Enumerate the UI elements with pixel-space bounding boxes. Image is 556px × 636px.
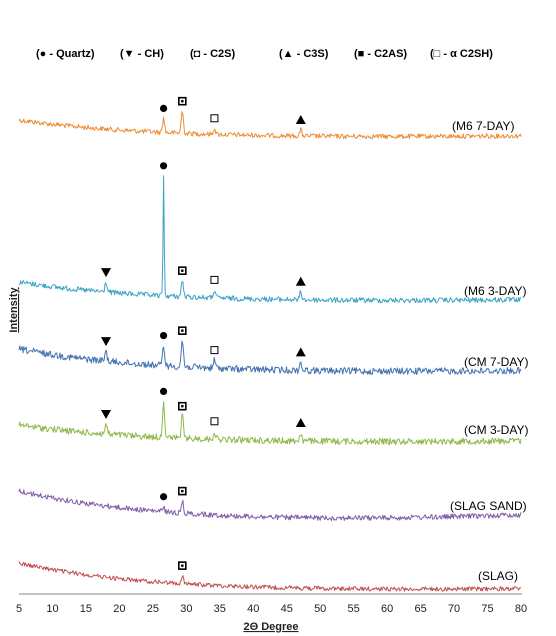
y-axis-title: Intensity [8,287,20,333]
x-axis-title: 2Θ Degree [243,621,298,633]
x-tick-label: 80 [515,603,527,615]
series-label-m6-7-day: (M6 7-DAY) [452,119,514,133]
x-tick-label: 20 [113,603,125,615]
legend-item-2: (▼ - CH) [120,48,164,60]
series-line-slag-sand [18,488,522,521]
series-layer [18,111,522,592]
legend-item-6: (□ - α C2SH) [430,48,493,60]
peak-marker-c2s [178,326,187,335]
peak-marker-c2s [178,486,187,496]
x-tick-label: 45 [281,603,293,615]
series-label-m6-3-day: (M6 3-DAY) [464,284,526,298]
x-tick-label: 5 [16,603,22,615]
legend-item-4: (▲ - C3S) [279,48,329,60]
peak-marker-c2s [178,96,187,106]
series-label-cm-3-day: (CM 3-DAY) [464,423,528,437]
legend-item-3: (◘ - C2S) [190,48,235,60]
x-axis-ticks: 5 10 15 20 25 30 35 40 45 50 55 60 65 70 75 80 [16,603,527,615]
peak-marker-c2s [178,266,187,275]
series-label-slag-sand: (SLAG SAND) [450,499,527,513]
x-tick-label: 15 [80,603,92,615]
peak-marker-triangle-up [295,417,306,427]
peak-marker-c2s [178,561,187,570]
legend: (● - Quartz) (▼ - CH) (◘ - C2S) (▲ - C3S) (■… [36,48,493,60]
series-label-cm-7-day: (CM 7-DAY) [464,355,528,369]
peak-marker-circle [159,387,168,395]
x-tick-label: 40 [247,603,259,615]
legend-item-1: (● - Quartz) [36,48,95,60]
series-labels: (M6 7-DAY) (M6 3-DAY) (CM 7-DAY) (CM 3-DAY)… [450,119,528,583]
x-tick-label: 30 [180,603,192,615]
x-tick-label: 75 [481,603,493,615]
x-tick-label: 35 [214,603,226,615]
series-line-m6-3-day [18,175,522,304]
peak-marker-triangle-down [101,410,112,420]
peak-marker-open-square [210,114,219,123]
series-label-slag: (SLAG) [478,569,518,583]
peak-marker-open-square [210,275,219,284]
x-tick-label: 55 [348,603,360,615]
peak-marker-triangle-up [295,114,306,124]
x-tick-label: 60 [381,603,393,615]
x-tick-label: 65 [414,603,426,615]
peak-marker-triangle-down [101,268,112,278]
peak-marker-circle [159,162,168,170]
x-tick-label: 10 [46,603,58,615]
x-tick-label: 50 [314,603,326,615]
legend-item-5: (■ - C2AS) [354,48,407,60]
peak-marker-open-square [210,346,219,355]
x-tick-label: 70 [448,603,460,615]
peak-marker-triangle-up [295,276,306,286]
peak-markers [101,96,306,570]
peak-marker-triangle-up [295,347,306,357]
peak-marker-circle [159,332,168,340]
x-tick-label: 25 [147,603,159,615]
peak-marker-open-square [210,417,219,426]
peak-marker-circle [159,493,168,501]
series-line-m6-7-day [18,111,522,140]
peak-marker-circle [159,104,168,112]
peak-marker-c2s [178,401,187,411]
series-line-slag [18,561,522,592]
series-line-cm-7-day [18,340,522,375]
peak-marker-triangle-down [101,337,112,347]
series-line-cm-3-day [18,401,522,445]
